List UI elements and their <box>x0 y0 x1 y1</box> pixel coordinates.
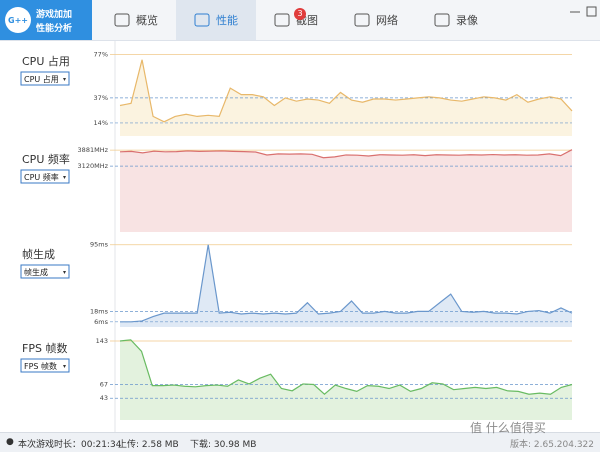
y-tick-label: 37% <box>94 94 108 102</box>
icon-shape <box>434 13 450 27</box>
top-bar: G++ 游戏加加 性能分析 概览 性能 截图 3 网络 录像 <box>0 0 600 41</box>
y-tick-label: 143 <box>96 337 108 345</box>
tab-badge: 3 <box>294 8 306 20</box>
status-bar: ● 本次游戏时长：00:21:34 上传: 2.58 MB 下载: 30.98 … <box>0 421 600 452</box>
dropdown-arrow: ▾ <box>63 174 66 181</box>
version: 版本: 2.65.204.322 <box>510 440 595 450</box>
chart-title: CPU 占用 <box>22 54 70 68</box>
logo-line1: 游戏加加 <box>36 8 72 20</box>
window-controls[interactable] <box>560 0 600 40</box>
status-icon: ● <box>6 437 14 447</box>
tab-label: 录像 <box>456 14 478 27</box>
icon-shape <box>114 13 130 27</box>
y-tick-label: 14% <box>94 119 108 127</box>
y-tick-label: 3881MHz <box>78 146 109 154</box>
y-tick-label: 77% <box>94 50 108 58</box>
tab-label: 概览 <box>136 14 158 27</box>
tab-icon <box>434 13 450 27</box>
logo-circle <box>5 7 31 33</box>
tab[interactable]: 概览 <box>96 0 176 40</box>
dropdown-label[interactable]: CPU 占用 <box>24 74 59 84</box>
dropdown[interactable] <box>20 264 70 279</box>
area-fill <box>120 149 572 232</box>
upload: 上传: 2.58 MB <box>118 440 179 450</box>
y-tick-label: 3120MHz <box>78 162 109 170</box>
area-fill <box>120 244 572 327</box>
logo-line2: 性能分析 <box>36 22 72 34</box>
logo-graphic: G++ 游戏加加 性能分析 <box>5 7 72 34</box>
dropdown-arrow: ▾ <box>63 269 66 276</box>
series-line <box>120 244 573 323</box>
y-tick-label: 67 <box>100 381 108 389</box>
tab-icon <box>194 13 210 27</box>
dropdown-arrow: ▾ <box>63 76 66 83</box>
duration: 本次游戏时长：00:21:34 <box>18 440 122 450</box>
watermark: 值 什么值得买 <box>470 421 546 435</box>
y-tick-label: 43 <box>100 394 108 402</box>
tab[interactable]: 性能 <box>176 0 256 40</box>
tab[interactable]: 截图 3 <box>256 0 336 40</box>
dropdown-label[interactable]: CPU 频率 <box>24 172 59 182</box>
y-tick-label: 95ms <box>90 241 109 249</box>
dropdown[interactable] <box>20 71 70 86</box>
tab-icon <box>354 13 370 27</box>
area-fill <box>120 339 572 420</box>
dropdown-arrow: ▾ <box>63 363 66 370</box>
dropdown[interactable] <box>20 358 70 373</box>
y-tick-label: 6ms <box>94 318 108 326</box>
download: 下载: 30.98 MB <box>190 440 257 450</box>
tab-label: 性能 <box>216 14 238 27</box>
tab-label: 网络 <box>376 14 398 27</box>
logo[interactable]: G++ 游戏加加 性能分析 <box>0 0 92 40</box>
dropdown[interactable] <box>20 169 70 184</box>
series-line <box>119 59 573 123</box>
dropdown-label[interactable]: 帧生成 <box>24 267 48 277</box>
icon-shape <box>274 13 290 27</box>
icon-shape <box>194 13 210 27</box>
chart-title: 帧生成 <box>22 247 55 261</box>
dropdown-label[interactable]: FPS 帧数 <box>24 361 57 371</box>
tab-icon <box>114 13 130 27</box>
charts-area: CPU 占用 CPU 占用 ▾ 14% 37% 77% CPU 频率 CPU 频率 ▾ 3120M… <box>20 41 573 432</box>
series-line <box>119 339 573 396</box>
y-tick-label: 18ms <box>90 307 109 315</box>
tab[interactable]: 网络 <box>336 0 416 40</box>
series-line <box>119 149 573 159</box>
chart-title: FPS 帧数 <box>22 341 67 355</box>
logo-mark: G++ <box>8 16 28 25</box>
tab-icon <box>274 13 290 27</box>
chart-title: CPU 频率 <box>22 152 70 166</box>
icon-shape <box>354 13 370 27</box>
tab[interactable]: 录像 <box>416 0 496 40</box>
